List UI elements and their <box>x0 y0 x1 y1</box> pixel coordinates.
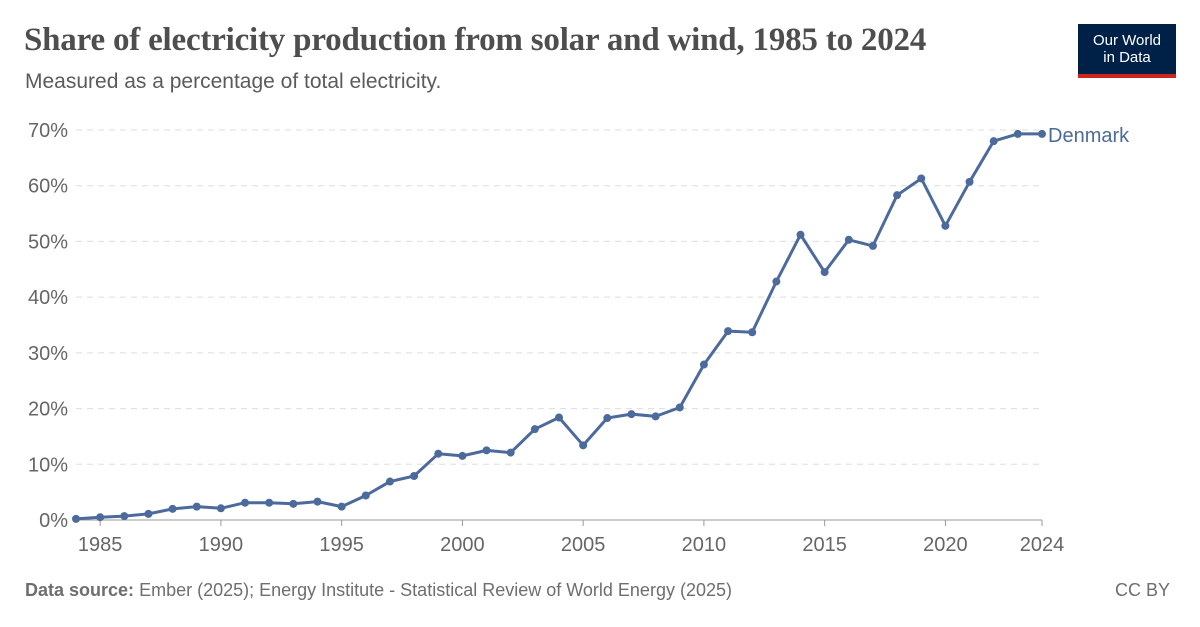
y-tick-label: 70% <box>28 120 68 142</box>
data-point[interactable] <box>120 512 129 521</box>
x-tick-label: 2015 <box>802 534 847 556</box>
data-point[interactable] <box>820 268 829 277</box>
data-point[interactable] <box>603 414 612 423</box>
logo-line-1: Our World <box>1092 32 1162 49</box>
data-point[interactable] <box>458 451 467 460</box>
y-tick-label: 60% <box>28 176 68 198</box>
data-point[interactable] <box>265 498 274 507</box>
data-point[interactable] <box>434 449 443 458</box>
data-source: Data source: Ember (2025); Energy Instit… <box>25 580 732 601</box>
data-point[interactable] <box>989 137 998 146</box>
data-point[interactable] <box>627 410 636 419</box>
x-tick-label: 2000 <box>440 534 485 556</box>
owid-logo[interactable]: Our World in Data <box>1078 24 1176 78</box>
data-point[interactable] <box>289 499 298 508</box>
data-point[interactable] <box>748 328 757 337</box>
data-point[interactable] <box>893 191 902 200</box>
data-point[interactable] <box>361 491 370 500</box>
y-tick-label: 10% <box>28 454 68 476</box>
grid-lines <box>76 129 1042 465</box>
x-tick-label: 1990 <box>199 534 244 556</box>
data-point[interactable] <box>192 502 201 511</box>
axes: 0% 10% 20% 30% 40% 50% 60% 70% 1985 1990 1995 2000 2… <box>28 120 1064 556</box>
chart-title: Share of electricity production from sol… <box>24 22 927 58</box>
y-tick-label: 30% <box>28 343 68 365</box>
data-point[interactable] <box>579 441 588 450</box>
data-point[interactable] <box>144 509 153 518</box>
data-point[interactable] <box>410 471 419 480</box>
x-tick-label: 2010 <box>682 534 727 556</box>
x-tick-label: 2005 <box>561 534 606 556</box>
data-point[interactable] <box>941 221 950 230</box>
data-point[interactable] <box>965 177 974 186</box>
data-point[interactable] <box>724 327 733 336</box>
data-point[interactable] <box>675 403 684 412</box>
y-tick-label: 40% <box>28 287 68 309</box>
series-label[interactable]: Denmark <box>1048 125 1130 147</box>
data-point[interactable] <box>72 514 80 523</box>
data-point[interactable] <box>772 277 781 286</box>
data-point[interactable] <box>796 230 805 239</box>
data-point[interactable] <box>506 448 515 457</box>
data-point[interactable] <box>337 502 346 511</box>
data-point[interactable] <box>313 497 322 506</box>
chart-subtitle: Measured as a percentage of total electr… <box>25 70 442 93</box>
y-tick-label: 20% <box>28 399 68 421</box>
data-point[interactable] <box>1038 129 1046 138</box>
logo-line-2: in Data <box>1103 49 1151 66</box>
data-point[interactable] <box>530 425 539 434</box>
data-point[interactable] <box>241 498 250 507</box>
data-point[interactable] <box>482 446 491 455</box>
data-point[interactable] <box>96 513 105 522</box>
y-tick-label: 0% <box>39 510 68 532</box>
data-point[interactable] <box>1013 129 1022 138</box>
data-point[interactable] <box>699 360 708 369</box>
data-point[interactable] <box>868 241 877 250</box>
x-tick-label: 1985 <box>78 534 123 556</box>
y-tick-label: 50% <box>28 231 68 253</box>
license-link[interactable]: CC BY <box>1114 580 1170 600</box>
data-point[interactable] <box>385 477 394 486</box>
series-layer: Denmark <box>72 125 1130 523</box>
data-point[interactable] <box>216 504 225 513</box>
data-source-text[interactable]: Ember (2025); Energy Institute - Statist… <box>139 580 732 600</box>
x-tick-label: 2020 <box>923 534 968 556</box>
x-tick-label: 1995 <box>319 534 364 556</box>
data-point[interactable] <box>555 413 563 422</box>
x-tick-label: 2024 <box>1020 534 1065 556</box>
data-point[interactable] <box>651 412 660 421</box>
data-point[interactable] <box>844 235 853 244</box>
data-source-label: Data source: <box>25 580 135 600</box>
data-point[interactable] <box>168 504 177 513</box>
data-point[interactable] <box>917 174 926 183</box>
